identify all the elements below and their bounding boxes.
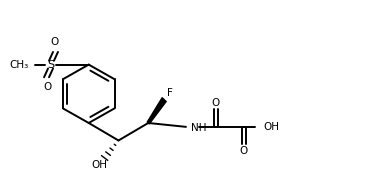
Text: O: O	[51, 37, 59, 47]
Text: O: O	[240, 146, 248, 156]
Text: OH: OH	[92, 160, 108, 170]
Text: O: O	[43, 82, 51, 92]
Polygon shape	[147, 98, 166, 124]
Text: O: O	[212, 98, 220, 108]
Text: S: S	[47, 60, 54, 70]
Text: NH: NH	[191, 123, 206, 133]
Text: F: F	[167, 88, 173, 98]
Text: OH: OH	[263, 122, 279, 132]
Text: CH₃: CH₃	[9, 60, 28, 70]
